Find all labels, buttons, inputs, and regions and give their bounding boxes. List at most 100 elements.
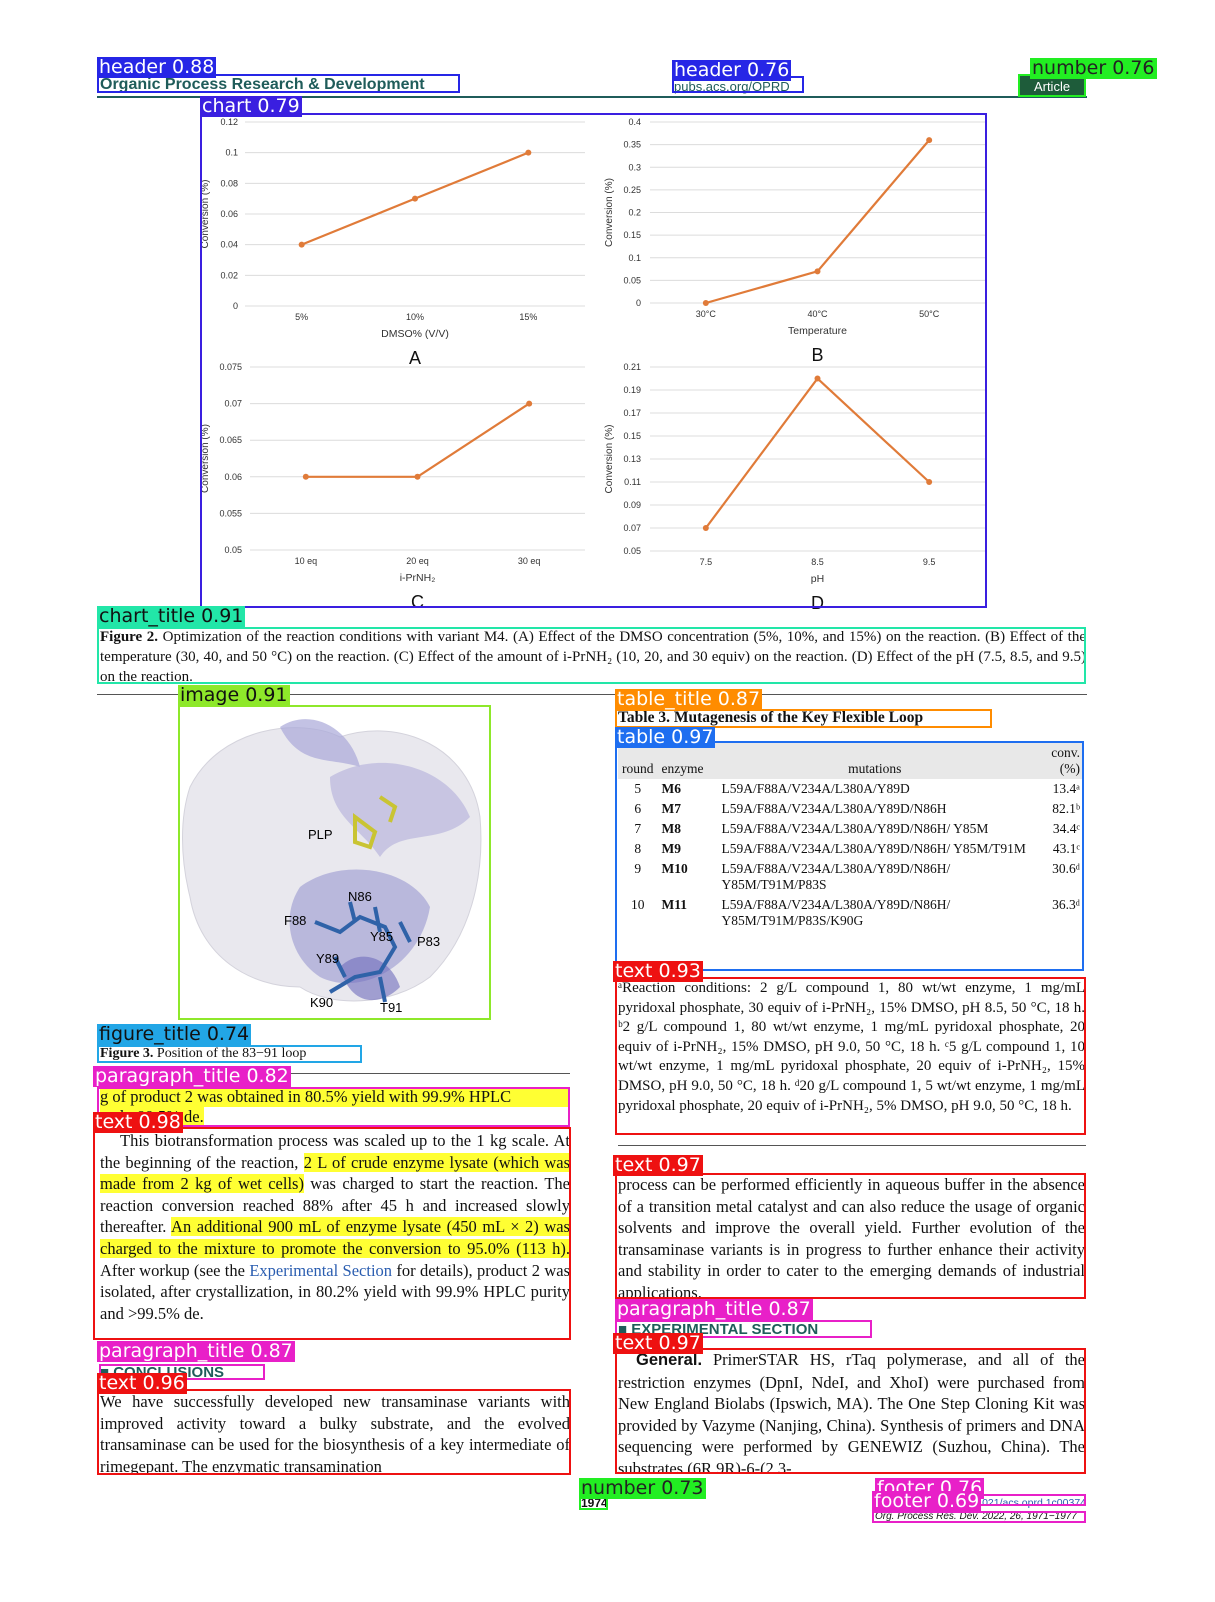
detection-label: header 0.88: [97, 56, 217, 78]
data-point: [926, 137, 933, 144]
residue-label: Y85: [370, 929, 393, 944]
y-tick-label: 0.19: [623, 385, 641, 395]
text-fragment: g of product 2 was obtained in 80.5% yie…: [100, 1087, 570, 1127]
table-footnote: ᵃReaction conditions: 2 g/L compound 1, …: [618, 980, 1085, 1114]
rule: [97, 694, 1087, 695]
detection-label: text 0.98: [93, 1111, 183, 1133]
y-tick-label: 0.25: [623, 185, 641, 195]
detection-box: [97, 74, 460, 93]
table-cell: 34.4ᶜ: [1052, 821, 1080, 836]
table-cell: M6: [661, 781, 682, 796]
x-axis-label: i-PrNH₂: [400, 572, 436, 584]
detection-box: [93, 1127, 571, 1340]
table-cell: M11: [661, 897, 688, 912]
table-wrap: round enzyme mutations conv. (%) 5 M6 L59A/F88…: [618, 743, 1084, 970]
y-tick-label: 0.11: [624, 477, 641, 487]
residue-label: K90: [310, 995, 333, 1010]
x-axis-label: Temperature: [788, 325, 847, 337]
detection-label: paragraph_title 0.87: [615, 1298, 813, 1320]
data-point: [926, 479, 933, 485]
data-point: [414, 473, 421, 480]
table-row: 9 M10 L59A/F88A/V234A/L380A/Y89D/N86H/ Y85…: [618, 859, 1084, 895]
detection-label: table_title 0.87: [615, 688, 763, 710]
table-title: Table 3. Mutagenesis of the Key Flexible…: [618, 709, 924, 726]
residue-label: T91: [380, 1000, 402, 1015]
detection-label: number 0.73: [579, 1477, 706, 1499]
figure-3-caption: Figure 3. Position of the 83−91 loop: [100, 1046, 306, 1062]
table-cell: 13.4ᵃ: [1052, 781, 1080, 796]
y-tick-label: 0.2: [628, 208, 641, 218]
y-axis-label: Conversion (%): [200, 424, 211, 493]
table-row: 7 M8 L59A/F88A/V234A/L380A/Y89D/N86H/ Y85M…: [618, 819, 1084, 839]
detection-box: [615, 709, 992, 728]
detection-label: footer 0.69: [872, 1490, 982, 1512]
table-cell: 43.1ᶜ: [1052, 841, 1080, 856]
figure-caption: Figure 2. Optimization of the reaction c…: [100, 627, 1086, 684]
detection-label: image 0.91: [178, 684, 290, 706]
residue-label: N86: [348, 889, 372, 904]
y-tick-label: 0.3: [628, 162, 641, 172]
panel-label: A: [409, 348, 421, 368]
table-row: 10 M11 L59A/F88A/V234A/L380A/Y89D/N86H/ Y8…: [618, 895, 1084, 931]
table-cell: L59A/F88A/V234A/L380A/Y89D/N86H/ Y85M/T9…: [721, 897, 951, 928]
panel-label: D: [811, 593, 824, 613]
journal-url: pubs.acs.org/OPRD: [674, 79, 790, 94]
y-tick-label: 0.055: [219, 508, 242, 518]
link[interactable]: Experimental Section: [249, 1260, 393, 1280]
y-tick-label: 0.17: [623, 408, 641, 418]
residue-label: Y89: [316, 951, 339, 966]
detection-label: table 0.97: [615, 726, 716, 748]
x-tick-label: 30°C: [696, 309, 717, 319]
y-tick-label: 0.04: [220, 240, 238, 250]
table-cell: 10: [631, 897, 645, 912]
data-point: [298, 241, 305, 248]
data-point: [702, 525, 709, 531]
caption-text: Position of the 83−91 loop: [153, 1046, 307, 1061]
caption-label: Figure 3.: [100, 1046, 154, 1061]
detection-box: [200, 113, 987, 608]
paragraph: process can be performed efficiently in …: [618, 1175, 1085, 1299]
detection-box: [97, 1087, 570, 1127]
x-tick-label: 30 eq: [518, 556, 541, 566]
data-point: [814, 375, 821, 382]
y-tick-label: 0.05: [623, 275, 641, 285]
detection-label: text 0.97: [613, 1332, 703, 1354]
figure-2: 0 0.02 0.04 0.06 0.08 0.1 0.12 Conversion (%) 5%…: [200, 117, 985, 613]
y-tick-label: 0.05: [623, 546, 641, 556]
table-row: 8 M9 L59A/F88A/V234A/L380A/Y89D/N86H/ Y85M…: [618, 839, 1084, 859]
table-row: 6 M7 L59A/F88A/V234A/L380A/Y89D/N86H 82.1ᵇ: [618, 799, 1084, 819]
table-cell: 8: [634, 841, 642, 856]
y-tick-label: 0.06: [220, 209, 238, 219]
detection-box: [615, 1348, 1086, 1474]
detection-box: [615, 741, 1084, 971]
detection-label: chart_title 0.91: [97, 605, 246, 627]
x-tick-label: 8.5: [811, 557, 824, 567]
detection-box: [615, 977, 1086, 1135]
y-tick-label: 0.13: [623, 454, 641, 464]
table-cell: L59A/F88A/V234A/L380A/Y89D/N86H/ Y85M/T9…: [721, 861, 951, 892]
table-cell: M10: [661, 861, 688, 876]
y-tick-label: 0.1: [225, 148, 238, 158]
detection-label: number 0.76: [1030, 57, 1157, 79]
detection-label: header 0.76: [672, 59, 792, 81]
table-cell: M9: [661, 841, 682, 856]
y-tick-label: 0.07: [224, 399, 242, 409]
paragraph: This biotransformation process was scale…: [100, 1130, 570, 1338]
detection-box: [872, 1511, 1086, 1523]
journal-title: Organic Process Research & Development: [100, 76, 425, 93]
rule: [97, 1073, 570, 1074]
caption-label: Figure 2.: [100, 629, 159, 645]
table-cell: L59A/F88A/V234A/L380A/Y89D/N86H: [721, 801, 947, 816]
table-cell: M8: [661, 821, 682, 836]
y-tick-label: 0.12: [220, 117, 238, 127]
detection-label: text 0.93: [613, 960, 703, 982]
detection-box: [178, 705, 491, 1020]
residue-label: P83: [417, 934, 440, 949]
y-tick-label: 0: [636, 298, 641, 308]
detection-box: [97, 1389, 571, 1475]
y-tick-label: 0: [233, 301, 238, 311]
detection-box: [97, 1045, 362, 1063]
x-tick-label: 7.5: [700, 557, 713, 567]
y-tick-label: 0.09: [623, 500, 641, 510]
